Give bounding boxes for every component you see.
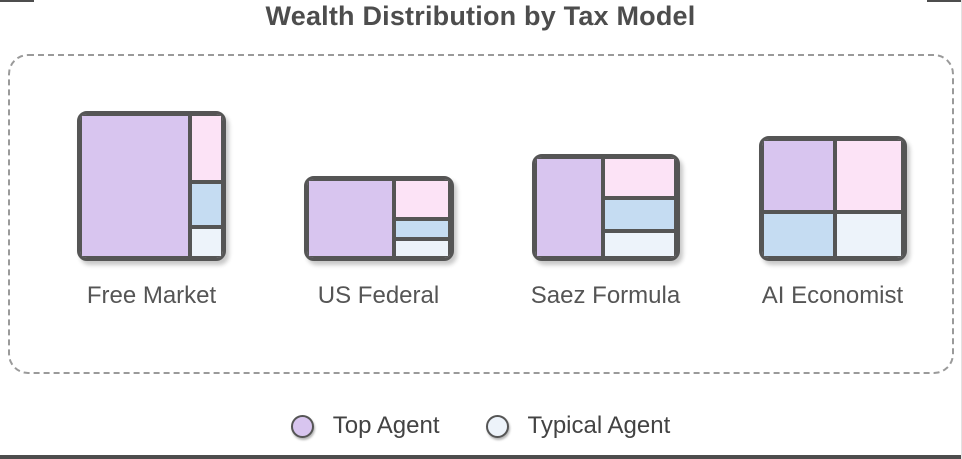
treemap-area-us-federal [303, 56, 454, 261]
treemap-free-market [77, 111, 226, 261]
cell-free-market-top-agent [80, 114, 191, 258]
legend-item-typical-agent: Typical Agent [485, 412, 671, 440]
cell-us-federal-third-agent [394, 218, 451, 240]
legend-swatch-top-agent-icon [290, 414, 314, 438]
treemap-area-free-market [77, 56, 226, 261]
legend-item-top-agent: Top Agent [290, 412, 440, 440]
cell-us-federal-top-agent [306, 179, 395, 258]
models-row: Free Market US Federal Saez Formula AI Econ… [38, 56, 946, 310]
model-saez-formula: Saez Formula [492, 56, 719, 310]
cell-ai-economist-second-agent [834, 139, 904, 213]
window-edge-artifact-bottom [0, 455, 961, 459]
treemap-us-federal [303, 176, 454, 261]
cell-ai-economist-third-agent [761, 212, 835, 258]
model-label-saez-formula: Saez Formula [530, 282, 681, 309]
treemap-area-saez-formula [531, 56, 680, 261]
model-label-free-market: Free Market [86, 282, 217, 309]
treemap-saez-formula [531, 154, 680, 261]
cell-free-market-third-agent [190, 181, 223, 228]
model-free-market: Free Market [38, 56, 265, 310]
treemap-area-ai-economist [758, 56, 907, 261]
treemap-ai-economist [758, 136, 907, 261]
cell-free-market-second-agent [190, 114, 223, 182]
model-ai-economist: AI Economist [719, 56, 946, 310]
cell-ai-economist-typical-agent [834, 212, 904, 258]
legend-label-top-agent: Top Agent [332, 412, 440, 439]
cell-us-federal-typical-agent [394, 239, 451, 258]
window-edge-artifact-top-right [927, 0, 961, 2]
cell-us-federal-second-agent [394, 179, 451, 219]
model-label-ai-economist: AI Economist [761, 282, 904, 309]
window-edge-artifact-top-left [0, 0, 34, 2]
cell-saez-formula-typical-agent [602, 231, 677, 258]
cell-free-market-typical-agent [190, 227, 223, 258]
legend-label-typical-agent: Typical Agent [527, 412, 671, 439]
cell-ai-economist-top-agent [761, 139, 835, 213]
legend-swatch-typical-agent-icon [485, 414, 509, 438]
cell-saez-formula-top-agent [534, 157, 603, 258]
chart-panel: Free Market US Federal Saez Formula AI Econ… [8, 54, 954, 374]
legend: Top Agent Typical Agent [0, 412, 961, 440]
chart-title: Wealth Distribution by Tax Model [265, 1, 696, 31]
cell-saez-formula-third-agent [602, 198, 677, 232]
model-us-federal: US Federal [265, 56, 492, 310]
cell-saez-formula-second-agent [602, 157, 677, 199]
model-label-us-federal: US Federal [317, 282, 440, 309]
